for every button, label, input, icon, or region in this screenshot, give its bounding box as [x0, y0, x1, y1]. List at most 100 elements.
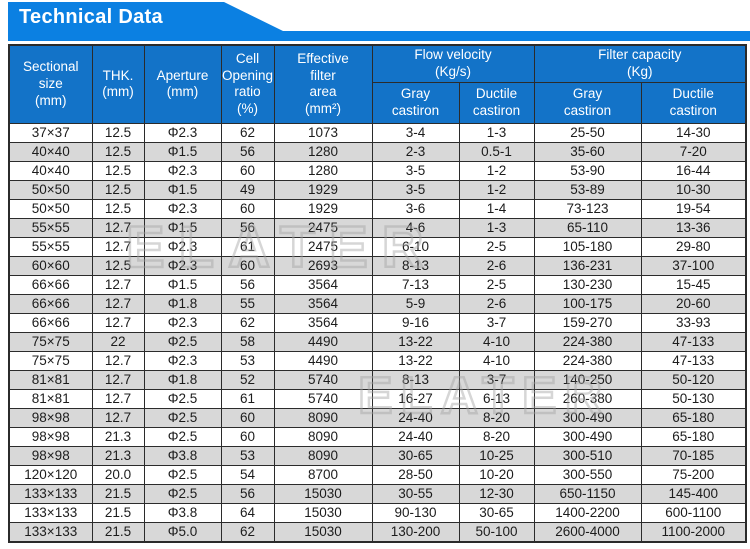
- table-cell: 62: [220, 312, 275, 333]
- table-cell: 53: [220, 350, 275, 371]
- table-cell: 3564: [273, 274, 373, 295]
- table-cell: 3-7: [458, 312, 535, 333]
- table-row: 98×98 21.3 Φ2.5 60 8090 24-40 8-20 300-490 65-18…: [8, 426, 747, 447]
- table-cell: 65-110: [533, 217, 642, 238]
- table-cell: Φ1.5: [143, 179, 222, 200]
- table-cell: 12.7: [91, 369, 145, 390]
- table-row: 98×98 12.7 Φ2.5 60 8090 24-40 8-20 300-490 65-18…: [8, 407, 747, 428]
- table-cell: 16-27: [371, 388, 460, 409]
- table-cell: 130-200: [371, 521, 460, 543]
- sub-header-flow-gray-castiron: Gray castiron: [371, 81, 460, 124]
- table-cell: 2600-4000: [533, 521, 642, 543]
- table-cell: 15-45: [640, 274, 747, 295]
- table-cell: 15030: [273, 502, 373, 523]
- table-cell: 49: [220, 179, 275, 200]
- table-cell: 12.5: [91, 255, 145, 276]
- table-cell: Φ2.3: [143, 312, 222, 333]
- table-row: 66×66 12.7 Φ1.5 56 3564 7-13 2-5 130-230 15-45: [8, 274, 747, 295]
- table-row: 75×75 12.7 Φ2.3 53 4490 13-22 4-10 224-380 47-13…: [8, 350, 747, 371]
- table-cell: 75×75: [8, 350, 93, 371]
- table-cell: 5-9: [371, 293, 460, 314]
- table-row: 37×37 12.5 Φ2.3 62 1073 3-4 1-3 25-50 14-30: [8, 122, 747, 143]
- table-cell: 1929: [273, 198, 373, 219]
- table-cell: 2693: [273, 255, 373, 276]
- table-cell: 100-175: [533, 293, 642, 314]
- table-cell: 28-50: [371, 464, 460, 485]
- table-cell: 10-30: [640, 179, 747, 200]
- banner-ribbon-shape: [8, 2, 750, 41]
- table-cell: 35-60: [533, 141, 642, 162]
- table-cell: 21.5: [91, 483, 145, 504]
- table-cell: 19-54: [640, 198, 747, 219]
- table-cell: 30-65: [371, 445, 460, 466]
- table-cell: Φ1.5: [143, 141, 222, 162]
- table-cell: 60×60: [8, 255, 93, 276]
- table-row: 66×66 12.7 Φ2.3 62 3564 9-16 3-7 159-270 33-93: [8, 312, 747, 333]
- table-cell: 300-490: [533, 426, 642, 447]
- table-cell: 224-380: [533, 331, 642, 352]
- table-cell: 60: [220, 255, 275, 276]
- col-header-thk: THK. (mm): [91, 44, 145, 124]
- table-cell: 8090: [273, 426, 373, 447]
- table-cell: 47-133: [640, 331, 747, 352]
- col-header-effective-filter-area: Effective filter area (mm²): [273, 44, 373, 124]
- table-cell: 1280: [273, 141, 373, 162]
- table-cell: 1-3: [458, 122, 535, 143]
- table-cell: Φ2.3: [143, 122, 222, 143]
- table-cell: 50-120: [640, 369, 747, 390]
- table-cell: 13-22: [371, 331, 460, 352]
- table-cell: 6-13: [458, 388, 535, 409]
- table-row: 55×55 12.7 Φ2.3 61 2475 6-10 2-5 105-180 29-80: [8, 236, 747, 257]
- table-cell: 50-100: [458, 521, 535, 543]
- table-cell: 260-380: [533, 388, 642, 409]
- table-cell: 60: [220, 407, 275, 428]
- table-cell: 2-3: [371, 141, 460, 162]
- table-cell: 62: [220, 122, 275, 143]
- table-cell: 4490: [273, 331, 373, 352]
- table-body: 37×37 12.5 Φ2.3 62 1073 3-4 1-3 25-50 14-30 40×40…: [8, 122, 747, 543]
- table-cell: 4-10: [458, 331, 535, 352]
- table-cell: Φ3.8: [143, 502, 222, 523]
- table-cell: 21.3: [91, 445, 145, 466]
- table-cell: 12.5: [91, 179, 145, 200]
- table-cell: Φ5.0: [143, 521, 222, 543]
- group-header-flow-velocity: Flow velocity (Kg/s): [371, 44, 535, 83]
- table-cell: Φ1.5: [143, 274, 222, 295]
- table-cell: 1400-2200: [533, 502, 642, 523]
- table-cell: 5740: [273, 369, 373, 390]
- table-cell: 53-90: [533, 160, 642, 181]
- table-cell: 4-10: [458, 350, 535, 371]
- table-cell: 300-490: [533, 407, 642, 428]
- table-cell: 12.7: [91, 236, 145, 257]
- table-cell: 21.5: [91, 521, 145, 543]
- table-cell: 10-25: [458, 445, 535, 466]
- table-cell: 40×40: [8, 141, 93, 162]
- table-cell: 1100-2000: [640, 521, 747, 543]
- table-cell: 56: [220, 217, 275, 238]
- table-cell: Φ2.3: [143, 255, 222, 276]
- technical-data-table: Sectional size (mm) THK. (mm) Aperture (…: [8, 44, 747, 543]
- table-cell: 66×66: [8, 293, 93, 314]
- table-cell: 61: [220, 388, 275, 409]
- table-cell: 60: [220, 160, 275, 181]
- table-cell: 29-80: [640, 236, 747, 257]
- table-row: 75×75 22 Φ2.5 58 4490 13-22 4-10 224-380 47-133: [8, 331, 747, 352]
- table-cell: 105-180: [533, 236, 642, 257]
- table-cell: 0.5-1: [458, 141, 535, 162]
- table-cell: 66×66: [8, 274, 93, 295]
- table-cell: 2-5: [458, 236, 535, 257]
- table-cell: Φ1.8: [143, 293, 222, 314]
- table-cell: 8700: [273, 464, 373, 485]
- table-cell: 40×40: [8, 160, 93, 181]
- table-cell: 25-50: [533, 122, 642, 143]
- table-cell: 8090: [273, 445, 373, 466]
- table-cell: 12-30: [458, 483, 535, 504]
- table-cell: 50×50: [8, 198, 93, 219]
- table-cell: 12.7: [91, 407, 145, 428]
- title-banner: Technical Data: [0, 0, 750, 42]
- table-cell: 20-60: [640, 293, 747, 314]
- table-cell: Φ2.5: [143, 464, 222, 485]
- table-cell: 70-185: [640, 445, 747, 466]
- table-cell: 4490: [273, 350, 373, 371]
- table-cell: Φ2.5: [143, 426, 222, 447]
